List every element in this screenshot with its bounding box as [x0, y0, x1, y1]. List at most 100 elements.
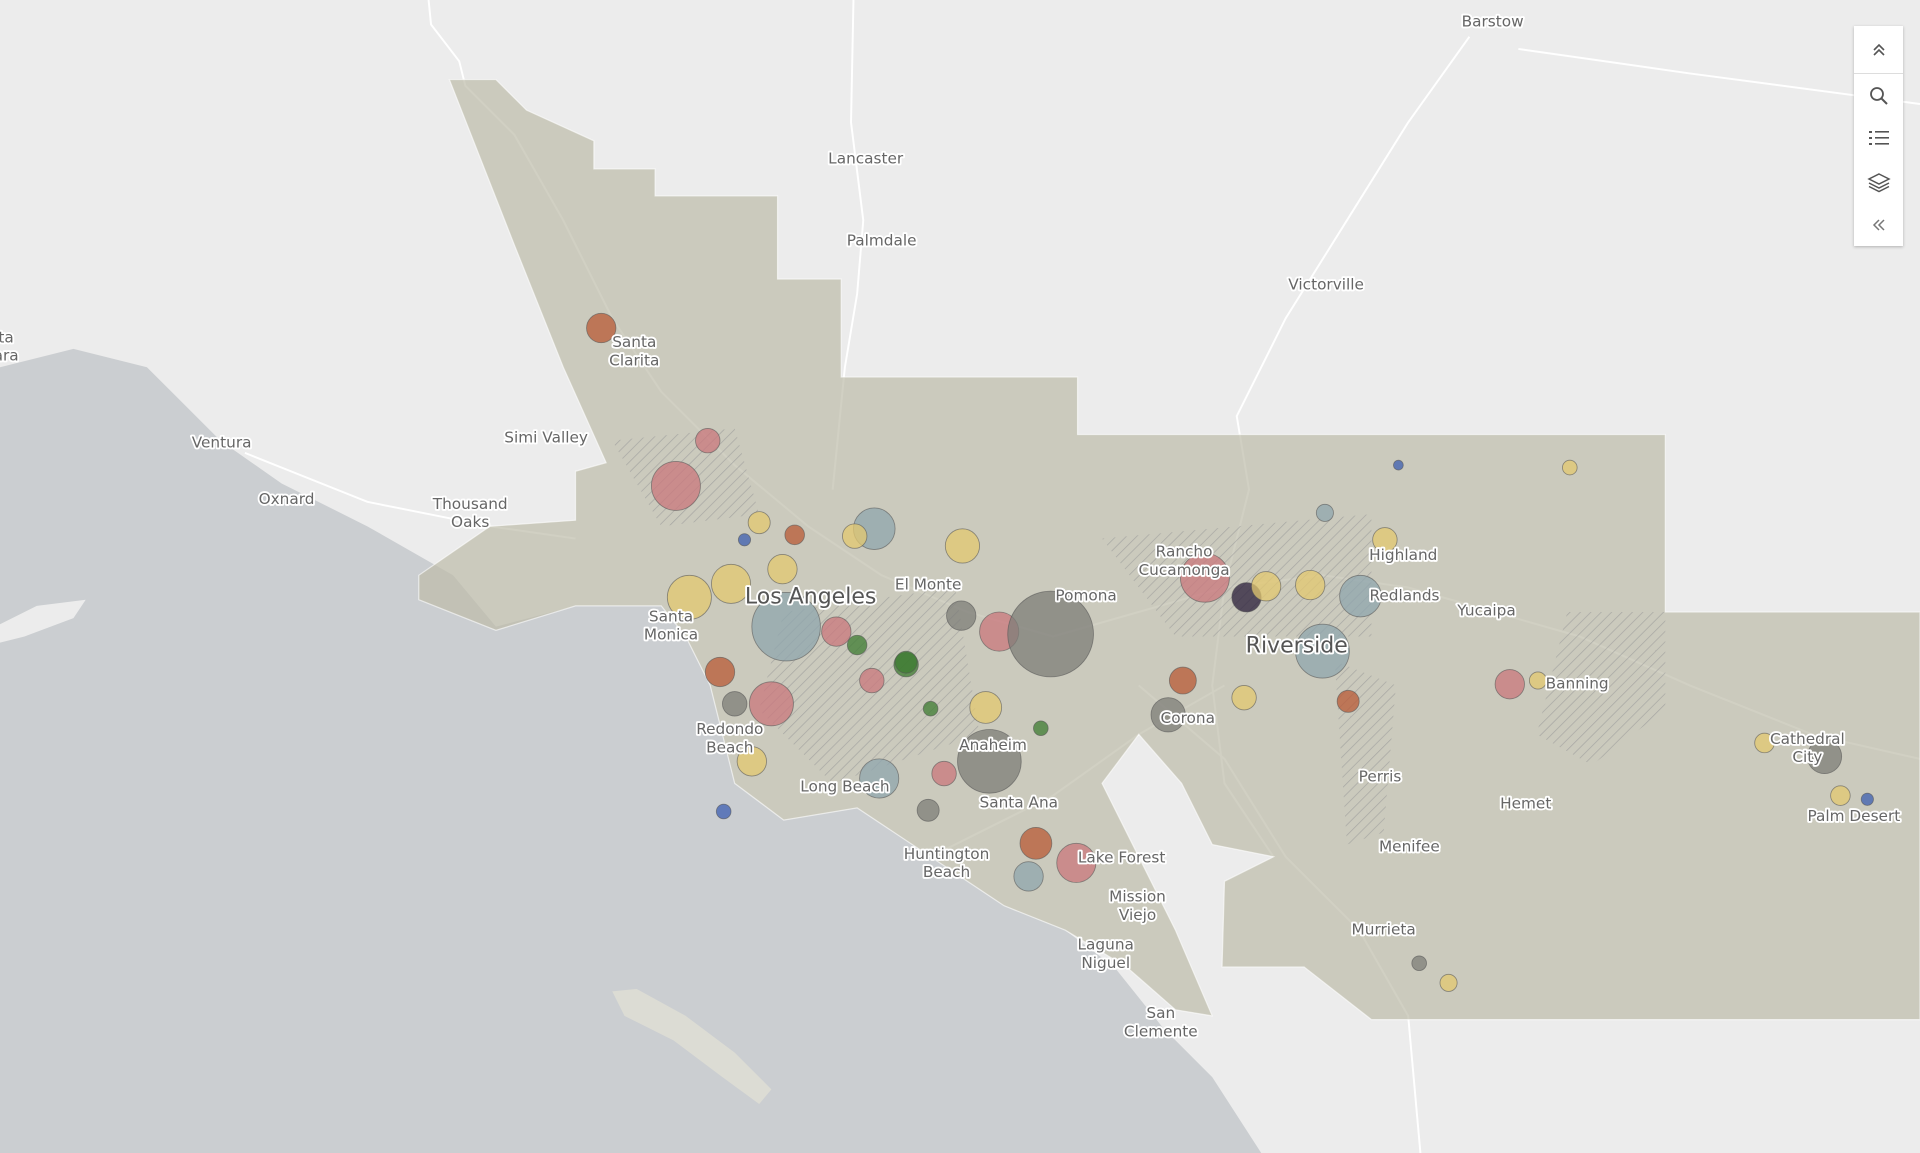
bubble [1336, 689, 1360, 713]
place-label: Rancho [1156, 543, 1213, 561]
place-label: Perris [1359, 768, 1402, 786]
bubble [711, 563, 752, 604]
bubble [944, 528, 981, 564]
place-label: Palm Desert [1807, 807, 1900, 825]
bubble [846, 634, 868, 656]
icon [1869, 86, 1888, 105]
place-label: Cathedral [1770, 730, 1845, 748]
ocean [0, 348, 1262, 1153]
bubble [859, 667, 885, 694]
place-label: Lancaster [828, 150, 904, 168]
place-label: Pomona [1055, 587, 1116, 605]
bubble [969, 691, 1003, 724]
place-label: Santa Ana [979, 793, 1058, 811]
place-label: Long Beach [800, 778, 889, 796]
bubble [1494, 669, 1525, 700]
bubble [784, 524, 805, 546]
place-label: ara [0, 347, 19, 365]
bubble [1168, 666, 1197, 695]
place-label: Monica [644, 626, 698, 644]
icon [1872, 218, 1885, 231]
place-label: Clemente [1124, 1022, 1198, 1040]
place-label: Beach [706, 738, 753, 756]
bubbles [586, 312, 1874, 992]
bubble [1295, 569, 1326, 601]
island [612, 988, 772, 1105]
layers-button[interactable] [1854, 160, 1903, 203]
place-label: Cucamonga [1138, 561, 1229, 579]
place-label: Santa [612, 333, 656, 351]
bubble [1150, 697, 1186, 733]
bubble [1056, 842, 1097, 883]
icon [1868, 130, 1889, 145]
place-label: Murrieta [1352, 921, 1416, 939]
bubble [1372, 527, 1398, 553]
place-label: Los Angeles [745, 584, 877, 609]
bubble [666, 574, 712, 620]
bubble [1562, 459, 1578, 476]
place-label: Redlands [1369, 587, 1439, 605]
place-label: Niguel [1081, 954, 1130, 972]
place-label: San [1146, 1004, 1175, 1022]
place-label: Lake Forest [1078, 849, 1165, 867]
bubble [704, 656, 736, 688]
bubble [586, 312, 617, 344]
bubble [751, 591, 821, 662]
place-label: Riverside [1246, 633, 1348, 658]
bubble [922, 700, 939, 717]
bubble [859, 758, 900, 799]
bubble [1830, 785, 1851, 806]
collapse-side-button[interactable] [1854, 203, 1903, 246]
bubble [1806, 738, 1843, 774]
bubble [1019, 826, 1053, 860]
bubble [1528, 671, 1547, 690]
bubble [737, 533, 752, 547]
bubble [894, 650, 918, 674]
icon [1866, 172, 1891, 192]
place-label: Menifee [1379, 838, 1440, 856]
island [0, 599, 86, 643]
search-button[interactable] [1854, 74, 1903, 117]
place-label: Huntington [904, 845, 990, 863]
place-label: Redondo [696, 720, 763, 738]
bubble [747, 511, 771, 535]
bubble [1007, 590, 1094, 678]
place-label: Oxnard [259, 490, 315, 508]
bubble [946, 600, 977, 631]
place-label: Mission [1109, 888, 1166, 906]
bubble [957, 729, 1022, 794]
bubble [1860, 792, 1874, 806]
bubble [736, 746, 767, 777]
bubble [931, 760, 957, 787]
icon [1872, 43, 1885, 56]
place-label: Ventura [192, 434, 252, 452]
bubble [1315, 503, 1334, 522]
place-label: Santa [649, 607, 693, 625]
legend-button[interactable] [1854, 117, 1903, 160]
bubble [1393, 459, 1404, 471]
collapse-up-button[interactable] [1854, 26, 1903, 74]
bubble [1411, 955, 1427, 972]
bubble [916, 798, 940, 822]
bubble [748, 681, 794, 727]
labels: BarstowLancasterPalmdaleVictorvilleSanta… [0, 11, 1902, 1042]
place-label: Clarita [609, 352, 659, 370]
bubble [1013, 861, 1044, 892]
bubble [715, 803, 732, 820]
place-label: Yucaipa [1456, 601, 1515, 619]
place-label: Thousand [432, 495, 508, 513]
bubble [1033, 720, 1049, 737]
place-label: Laguna [1078, 935, 1134, 953]
place-label: El Monte [895, 576, 961, 594]
bubble [842, 523, 868, 549]
bubble [722, 691, 748, 717]
place-label: Corona [1161, 709, 1215, 727]
place-label: Simi Valley [504, 429, 588, 447]
bubble [767, 554, 798, 585]
place-label: Highland [1369, 546, 1437, 564]
toolbar [1854, 26, 1903, 246]
place-label: Viejo [1119, 906, 1156, 924]
bubble [1179, 552, 1230, 603]
